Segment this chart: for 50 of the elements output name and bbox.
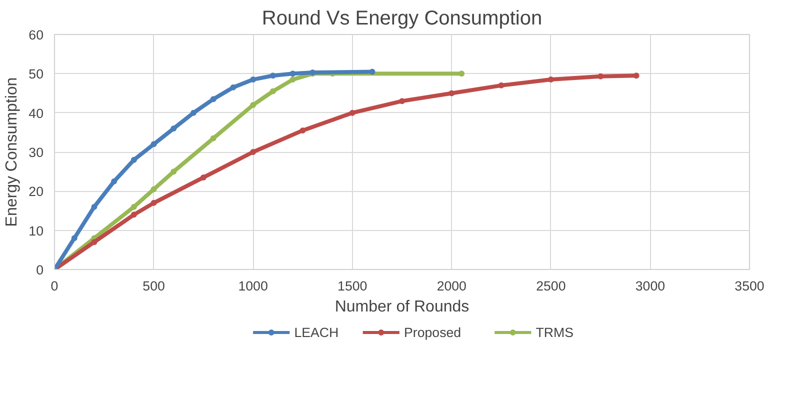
y-axis-title: Energy Consumption bbox=[4, 77, 21, 227]
point bbox=[71, 235, 78, 242]
point bbox=[150, 141, 157, 148]
point bbox=[250, 149, 256, 155]
x-tick-label: 1000 bbox=[238, 278, 268, 294]
point bbox=[290, 76, 296, 83]
point bbox=[270, 72, 276, 79]
legend-label: LEACH bbox=[294, 325, 339, 340]
x-tick-label: 2500 bbox=[536, 278, 566, 294]
point bbox=[170, 126, 177, 132]
point bbox=[349, 110, 356, 116]
point bbox=[448, 90, 455, 96]
x-tick-label: 0 bbox=[50, 278, 58, 294]
point bbox=[111, 178, 118, 184]
point bbox=[270, 88, 276, 94]
x-tick-label: 2000 bbox=[436, 278, 466, 294]
point bbox=[210, 96, 216, 102]
x-tick-label: 3000 bbox=[635, 278, 666, 294]
chart-title: Round Vs Energy Consumption bbox=[262, 8, 542, 30]
point bbox=[230, 84, 236, 90]
x-tick-label: 1500 bbox=[338, 278, 368, 294]
y-tick-label: 10 bbox=[28, 223, 44, 238]
point bbox=[498, 82, 504, 88]
point bbox=[130, 156, 137, 163]
y-tick-label: 0 bbox=[36, 262, 44, 278]
legend-label: Proposed bbox=[404, 325, 462, 340]
point bbox=[399, 98, 405, 104]
point bbox=[369, 68, 376, 75]
point bbox=[150, 186, 157, 192]
point bbox=[150, 200, 157, 206]
y-tick-label: 20 bbox=[28, 184, 44, 200]
point bbox=[130, 204, 137, 210]
y-tick-label: 30 bbox=[28, 145, 44, 160]
point bbox=[458, 70, 465, 77]
point bbox=[170, 168, 177, 175]
y-tick-label: 60 bbox=[28, 28, 44, 42]
point bbox=[190, 110, 196, 116]
point bbox=[91, 204, 98, 210]
point bbox=[300, 127, 306, 134]
y-tick-label: 40 bbox=[28, 106, 44, 121]
point bbox=[200, 174, 206, 180]
x-tick-label: 3500 bbox=[734, 278, 764, 294]
point bbox=[130, 212, 137, 218]
point bbox=[210, 135, 216, 142]
point bbox=[91, 239, 98, 246]
x-tick-label: 500 bbox=[142, 278, 165, 294]
y-tick-label: 50 bbox=[28, 66, 44, 82]
point bbox=[250, 102, 256, 108]
x-axis-title: Number of Rounds bbox=[334, 298, 470, 316]
legend-label: TRMS bbox=[536, 325, 574, 340]
